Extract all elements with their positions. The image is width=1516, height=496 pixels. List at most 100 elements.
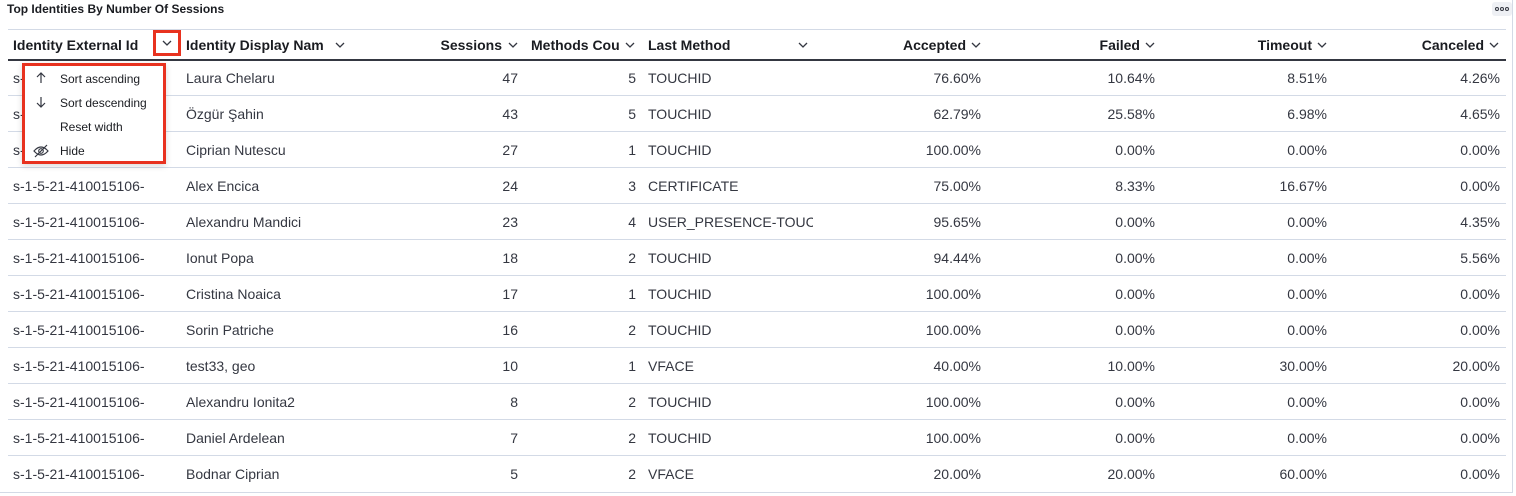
table-cell: 76.60% — [933, 70, 981, 86]
table-cell: 20.00% — [1452, 358, 1500, 374]
table-cell: s-1-5-21-410015106- — [13, 322, 145, 338]
table-cell: 2 — [628, 394, 636, 410]
column-header[interactable]: Methods Cou — [531, 37, 620, 53]
table-cell: 0.00% — [1115, 394, 1155, 410]
table-cell: 23 — [502, 214, 518, 230]
column-menu-chevron[interactable] — [624, 39, 636, 51]
row-divider — [8, 167, 1506, 168]
table-cell: 0.00% — [1115, 214, 1155, 230]
table-cell: 95.65% — [933, 214, 981, 230]
table-cell: 20.00% — [1107, 466, 1155, 482]
table-cell: TOUCHID — [648, 250, 712, 266]
column-header[interactable]: Accepted — [902, 37, 966, 53]
table-cell: TOUCHID — [648, 394, 712, 410]
table-cell: 0.00% — [1287, 286, 1327, 302]
more-options[interactable] — [1492, 2, 1512, 16]
column-menu-chevron[interactable] — [797, 39, 809, 51]
table-cell: 4.26% — [1460, 70, 1500, 86]
column-header[interactable]: Timeout — [1257, 37, 1312, 53]
table-cell: 0.00% — [1115, 430, 1155, 446]
table-cell: 1 — [628, 358, 636, 374]
table-cell: 0.00% — [1287, 250, 1327, 266]
table-cell: TOUCHID — [648, 70, 712, 86]
header-bottom-border — [8, 59, 1506, 61]
table-cell: 24 — [502, 178, 518, 194]
table-cell: test33, geo — [186, 358, 256, 374]
column-menu-chevron[interactable] — [507, 39, 519, 51]
table-cell: s-1-5-21-410015106- — [13, 214, 145, 230]
table-cell: TOUCHID — [648, 286, 712, 302]
table-cell: Ionut Popa — [186, 250, 254, 266]
table-cell: 2 — [628, 322, 636, 338]
row-divider — [8, 131, 1506, 132]
table-cell: 0.00% — [1287, 142, 1327, 158]
panel-title: Top Identities By Number Of Sessions — [7, 2, 225, 16]
column-menu-chevron[interactable] — [1316, 39, 1328, 51]
table-cell: s-1-5-21-410015106- — [13, 466, 145, 482]
column-menu-chevron[interactable] — [1144, 39, 1156, 51]
column-header[interactable]: Identity Display Nam — [186, 37, 324, 53]
table-cell: 2 — [628, 250, 636, 266]
table-cell: Alexandru Mandici — [186, 214, 302, 230]
table-cell: 0.00% — [1287, 214, 1327, 230]
row-divider — [8, 203, 1506, 204]
table-cell: 100.00% — [925, 394, 981, 410]
table-cell: 0.00% — [1115, 322, 1155, 338]
table-cell: s-1-5-21-410015106- — [13, 358, 145, 374]
column-menu-chevron[interactable] — [334, 39, 346, 51]
table-cell: 30.00% — [1279, 358, 1327, 374]
column-header[interactable]: Last Method — [648, 37, 731, 53]
table-cell: Bodnar Ciprian — [186, 466, 280, 482]
table-cell: 7 — [510, 430, 518, 446]
column-header[interactable]: Identity External Id — [13, 37, 139, 53]
table-cell: 0.00% — [1287, 394, 1327, 410]
column-header[interactable]: Failed — [1099, 37, 1140, 53]
table-cell: 17 — [502, 286, 518, 302]
column-header[interactable]: Canceled — [1421, 37, 1484, 53]
table-cell: s-1-5-21-410015106- — [13, 178, 145, 194]
table-cell: 47 — [502, 70, 518, 86]
table-cell: Cristina Noaica — [186, 286, 281, 302]
column-menu-chevron[interactable] — [970, 39, 982, 51]
table-cell: VFACE — [648, 358, 694, 374]
table-cell: 27 — [502, 142, 518, 158]
table-cell: TOUCHID — [648, 106, 712, 122]
table-cell: s-1-5-21-410015106- — [13, 286, 145, 302]
table-cell: 0.00% — [1460, 142, 1500, 158]
row-divider — [8, 311, 1506, 312]
row-divider — [8, 383, 1506, 384]
table-cell: Daniel Ardelean — [186, 430, 285, 446]
table-cell: 5 — [628, 106, 636, 122]
table-cell: 4.65% — [1460, 106, 1500, 122]
header-top-border — [8, 29, 1506, 30]
table-cell: 4.35% — [1460, 214, 1500, 230]
table-cell: 8.51% — [1287, 70, 1327, 86]
table-cell: 1 — [628, 142, 636, 158]
table-cell: s-1-5-21-410015106- — [13, 250, 145, 266]
menu-item[interactable]: Reset width — [60, 120, 123, 134]
table-cell: 0.00% — [1287, 322, 1327, 338]
row-divider — [8, 347, 1506, 348]
table-cell: 2 — [628, 466, 636, 482]
column-menu-button-highlight[interactable] — [153, 30, 181, 56]
column-header[interactable]: Sessions — [440, 37, 502, 53]
menu-item[interactable]: Hide — [60, 144, 85, 158]
row-divider — [8, 455, 1506, 456]
table-cell: 0.00% — [1460, 286, 1500, 302]
table-cell: 6.98% — [1287, 106, 1327, 122]
table-cell: 5 — [628, 70, 636, 86]
table-cell: 3 — [628, 178, 636, 194]
table-cell: 75.00% — [933, 178, 981, 194]
menu-item[interactable]: Sort ascending — [60, 72, 141, 86]
table-cell: 100.00% — [925, 286, 981, 302]
menu-item[interactable]: Sort descending — [60, 96, 147, 110]
column-menu-chevron[interactable] — [1488, 39, 1500, 51]
table-cell: s-1-5-21-410015106- — [13, 394, 145, 410]
table-cell: 18 — [502, 250, 518, 266]
menu-icons — [33, 72, 49, 158]
table-cell: 16 — [502, 322, 518, 338]
table-cell: 8 — [510, 394, 518, 410]
table-cell: 0.00% — [1460, 178, 1500, 194]
table-cell: 10.00% — [1107, 358, 1155, 374]
